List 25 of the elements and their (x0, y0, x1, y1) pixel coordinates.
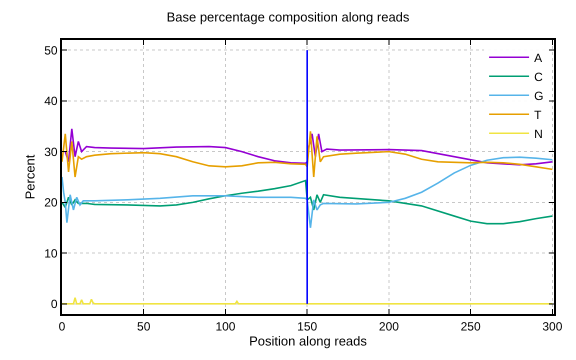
line-series (62, 130, 554, 178)
y-axis-title: Percent (22, 154, 38, 200)
y-tick-label: 20 (44, 196, 58, 210)
chart-title: Base percentage composition along reads (166, 10, 410, 25)
legend-label: G (534, 88, 544, 103)
y-tick-label: 0 (50, 297, 58, 312)
legend-label: A (534, 50, 542, 65)
x-axis-title: Position along reads (249, 334, 368, 348)
y-tick-label: 50 (44, 43, 58, 58)
x-tick-label: 100 (215, 319, 236, 334)
legend-label: C (534, 70, 544, 84)
x-tick-label: 150 (297, 319, 318, 334)
line-series (62, 156, 554, 229)
x-tick-label: 250 (460, 319, 481, 334)
x-tick-label: 200 (378, 319, 400, 334)
y-tick-label: 40 (44, 94, 58, 108)
line-series (64, 128, 554, 166)
legend-label: T (534, 108, 542, 122)
line-series (62, 180, 554, 224)
legend-label: N (534, 126, 543, 141)
x-tick-label: 50 (137, 319, 151, 334)
line-series (62, 296, 554, 305)
y-tick-label: 30 (44, 144, 58, 159)
x-tick-label: 300 (542, 319, 563, 334)
y-tick-label: 10 (44, 246, 58, 260)
